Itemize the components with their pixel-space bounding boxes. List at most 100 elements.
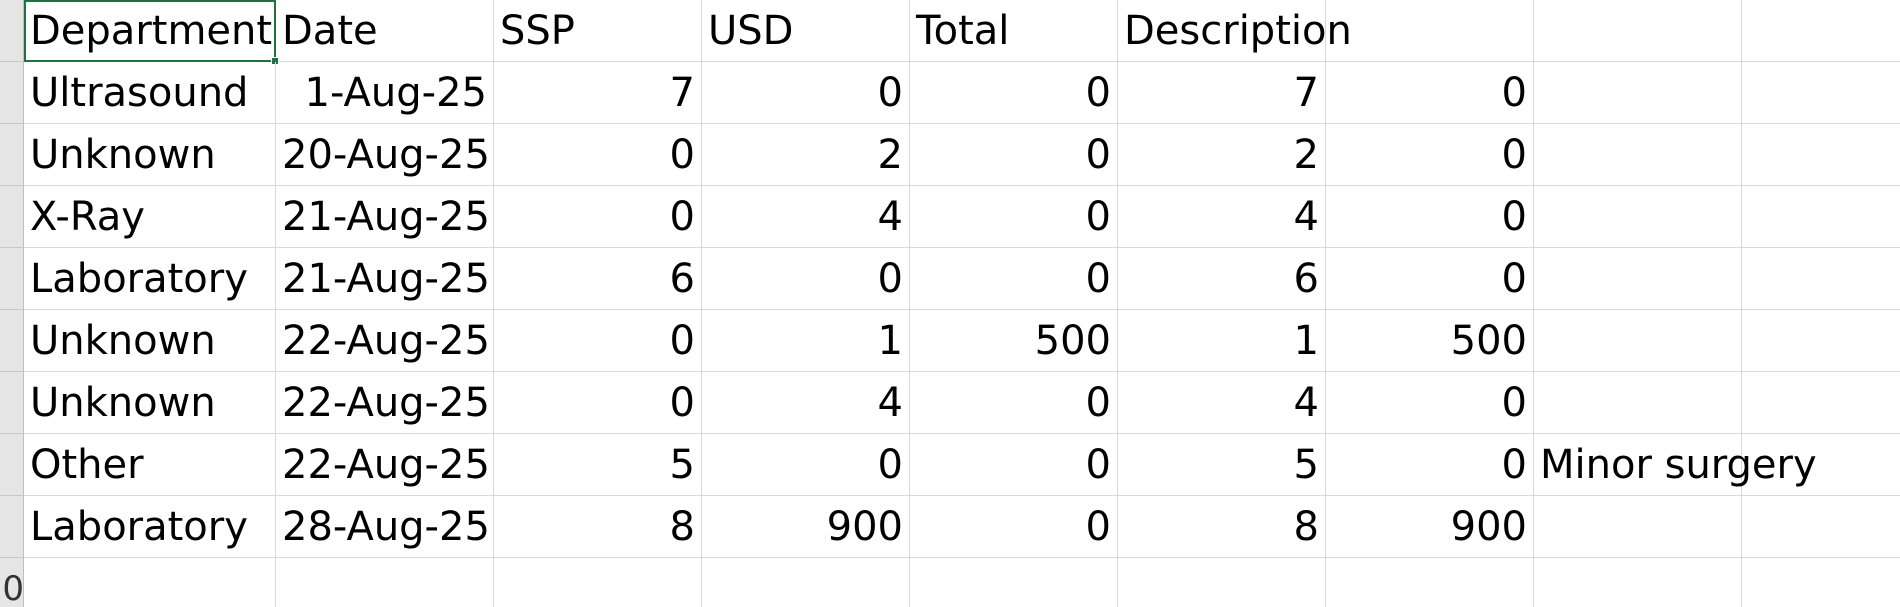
table-cell[interactable]: 0 [1326, 248, 1534, 310]
table-cell[interactable] [1742, 248, 1900, 310]
table-cell[interactable]: 20-Aug-25 [276, 124, 494, 186]
column-header-cell[interactable]: USD [702, 0, 910, 62]
table-cell[interactable]: 0 [910, 124, 1118, 186]
table-cell[interactable]: 500 [1326, 310, 1534, 372]
table-cell[interactable] [1534, 62, 1742, 124]
column-header-cell[interactable] [1326, 0, 1534, 62]
table-cell[interactable] [1742, 124, 1900, 186]
table-cell[interactable]: 900 [702, 496, 910, 558]
table-cell[interactable] [910, 558, 1118, 607]
table-cell[interactable]: Ultrasound [24, 62, 276, 124]
table-cell[interactable]: 0 [1326, 186, 1534, 248]
table-cell[interactable]: 0 [1326, 124, 1534, 186]
table-cell[interactable]: 22-Aug-25 [276, 434, 494, 496]
column-header-cell[interactable]: SSP [494, 0, 702, 62]
row-header[interactable] [0, 62, 24, 124]
table-cell[interactable]: 6 [494, 248, 702, 310]
table-cell[interactable]: Laboratory [24, 248, 276, 310]
table-cell[interactable] [1742, 372, 1900, 434]
table-cell[interactable]: 2 [702, 124, 910, 186]
table-cell[interactable]: 0 [910, 186, 1118, 248]
table-cell[interactable] [1742, 558, 1900, 607]
table-cell[interactable]: 0 [702, 62, 910, 124]
row-header[interactable] [0, 186, 24, 248]
table-cell[interactable]: 0 [702, 248, 910, 310]
table-cell[interactable]: 22-Aug-25 [276, 372, 494, 434]
table-cell[interactable]: Other [24, 434, 276, 496]
column-header-cell[interactable] [1534, 0, 1742, 62]
table-cell[interactable]: 900 [1326, 496, 1534, 558]
table-cell[interactable]: 4 [1118, 372, 1326, 434]
row-header[interactable] [0, 496, 24, 558]
row-header[interactable] [0, 372, 24, 434]
table-cell[interactable] [1534, 310, 1742, 372]
table-cell[interactable]: 21-Aug-25 [276, 186, 494, 248]
row-header[interactable] [0, 124, 24, 186]
table-cell[interactable] [1326, 558, 1534, 607]
table-cell[interactable]: 21-Aug-25 [276, 248, 494, 310]
column-header-cell[interactable]: Total [910, 0, 1118, 62]
table-cell[interactable]: 0 [1326, 372, 1534, 434]
table-cell[interactable]: 0 [494, 186, 702, 248]
table-cell[interactable]: Unknown [24, 310, 276, 372]
table-cell[interactable] [1118, 558, 1326, 607]
table-cell[interactable]: Laboratory [24, 496, 276, 558]
table-cell[interactable]: 0 [702, 434, 910, 496]
table-cell[interactable] [702, 558, 910, 607]
table-cell[interactable]: 1 [1118, 310, 1326, 372]
table-cell[interactable]: 0 [910, 372, 1118, 434]
table-cell[interactable]: 500 [910, 310, 1118, 372]
table-cell[interactable] [494, 558, 702, 607]
table-cell[interactable]: 28-Aug-25 [276, 496, 494, 558]
table-cell[interactable]: 1-Aug-25 [276, 62, 494, 124]
row-header[interactable] [0, 434, 24, 496]
table-cell[interactable]: 7 [494, 62, 702, 124]
table-cell[interactable]: 6 [1118, 248, 1326, 310]
table-cell[interactable] [1742, 310, 1900, 372]
table-cell[interactable] [1534, 186, 1742, 248]
table-cell[interactable] [1742, 186, 1900, 248]
table-cell[interactable]: 0 [494, 310, 702, 372]
column-header-cell[interactable]: Description [1118, 0, 1352, 62]
table-cell[interactable]: 1 [702, 310, 910, 372]
row-header-partial[interactable]: 0 [0, 558, 24, 607]
table-cell[interactable]: 0 [910, 248, 1118, 310]
table-cell[interactable] [1534, 372, 1742, 434]
table-cell[interactable]: 4 [702, 186, 910, 248]
cell-grid[interactable]: Department Date SSP USD Total Description Ultr… [24, 0, 1900, 607]
table-cell[interactable] [276, 558, 494, 607]
table-cell[interactable] [1742, 62, 1900, 124]
table-cell[interactable]: 8 [1118, 496, 1326, 558]
table-cell[interactable]: 4 [702, 372, 910, 434]
table-cell[interactable]: 0 [1326, 62, 1534, 124]
table-cell[interactable]: Unknown [24, 372, 276, 434]
table-cell[interactable]: 2 [1118, 124, 1326, 186]
table-cell[interactable]: 0 [494, 372, 702, 434]
table-cell[interactable]: 0 [1326, 434, 1534, 496]
row-header[interactable] [0, 310, 24, 372]
table-cell[interactable] [1534, 248, 1742, 310]
row-header[interactable] [0, 248, 24, 310]
table-cell[interactable] [1534, 558, 1742, 607]
table-cell[interactable]: 0 [494, 124, 702, 186]
table-cell[interactable] [1534, 124, 1742, 186]
table-cell[interactable] [1742, 496, 1900, 558]
table-cell[interactable]: 5 [1118, 434, 1326, 496]
table-cell[interactable]: X-Ray [24, 186, 276, 248]
table-cell[interactable]: 0 [910, 434, 1118, 496]
row-headers[interactable]: 0 [0, 0, 24, 607]
table-cell[interactable] [1742, 434, 1900, 496]
table-cell[interactable]: Unknown [24, 124, 276, 186]
table-cell[interactable]: 5 [494, 434, 702, 496]
table-cell[interactable] [24, 558, 276, 607]
column-header-cell[interactable] [1742, 0, 1900, 62]
table-cell[interactable]: 7 [1118, 62, 1326, 124]
table-cell[interactable] [1534, 496, 1742, 558]
column-header-cell[interactable]: Department [24, 0, 279, 65]
row-header[interactable] [0, 0, 24, 62]
table-cell[interactable]: 22-Aug-25 [276, 310, 494, 372]
table-cell[interactable]: 8 [494, 496, 702, 558]
column-header-cell[interactable]: Date [276, 0, 494, 62]
table-cell[interactable]: 0 [910, 62, 1118, 124]
